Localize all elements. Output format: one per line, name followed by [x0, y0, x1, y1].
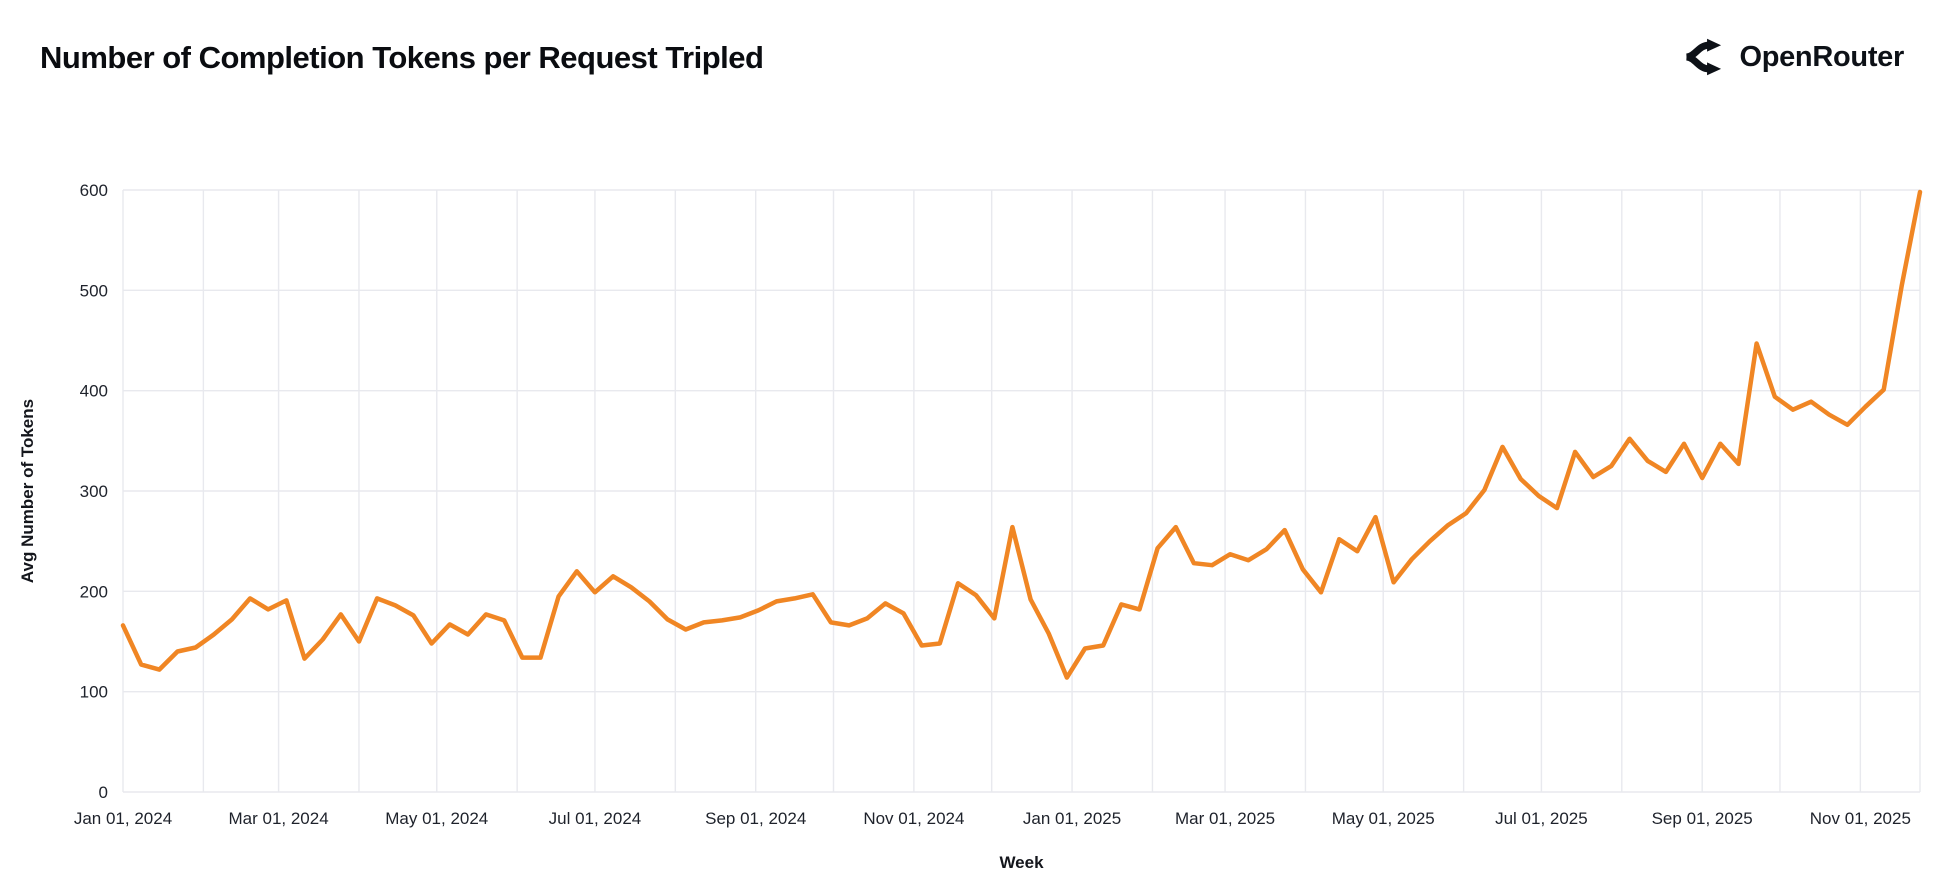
- svg-text:Jul 01, 2025: Jul 01, 2025: [1495, 809, 1588, 828]
- svg-text:600: 600: [80, 181, 108, 200]
- y-axis-labels: 0 100 200 300 400 500 600: [80, 181, 108, 802]
- svg-text:300: 300: [80, 482, 108, 501]
- y-axis-title: Avg Number of Tokens: [18, 399, 37, 583]
- svg-text:500: 500: [80, 281, 108, 300]
- svg-text:Mar 01, 2025: Mar 01, 2025: [1175, 809, 1275, 828]
- svg-text:Jul 01, 2024: Jul 01, 2024: [549, 809, 642, 828]
- brand-logo: OpenRouter: [1683, 36, 1904, 78]
- page-title: Number of Completion Tokens per Request …: [40, 40, 764, 75]
- svg-text:May 01, 2025: May 01, 2025: [1332, 809, 1435, 828]
- svg-text:Jan 01, 2025: Jan 01, 2025: [1023, 809, 1121, 828]
- svg-text:Sep 01, 2025: Sep 01, 2025: [1652, 809, 1753, 828]
- x-axis-labels: Jan 01, 2024 Mar 01, 2024 May 01, 2024 Jul …: [74, 809, 1911, 828]
- svg-text:100: 100: [80, 683, 108, 702]
- brand-name: OpenRouter: [1739, 40, 1904, 73]
- svg-text:Nov 01, 2025: Nov 01, 2025: [1810, 809, 1911, 828]
- svg-text:May 01, 2024: May 01, 2024: [385, 809, 488, 828]
- svg-text:Jan 01, 2024: Jan 01, 2024: [74, 809, 172, 828]
- avg-tokens-line: [120, 189, 1923, 680]
- svg-text:Nov 01, 2024: Nov 01, 2024: [863, 809, 964, 828]
- svg-text:0: 0: [99, 783, 108, 802]
- svg-text:400: 400: [80, 382, 108, 401]
- openrouter-icon: [1686, 38, 1722, 76]
- x-axis-title: Week: [999, 853, 1044, 872]
- svg-text:Sep 01, 2024: Sep 01, 2024: [705, 809, 806, 828]
- svg-text:Mar 01, 2024: Mar 01, 2024: [228, 809, 328, 828]
- gridlines: [122, 189, 1921, 793]
- svg-text:200: 200: [80, 582, 108, 601]
